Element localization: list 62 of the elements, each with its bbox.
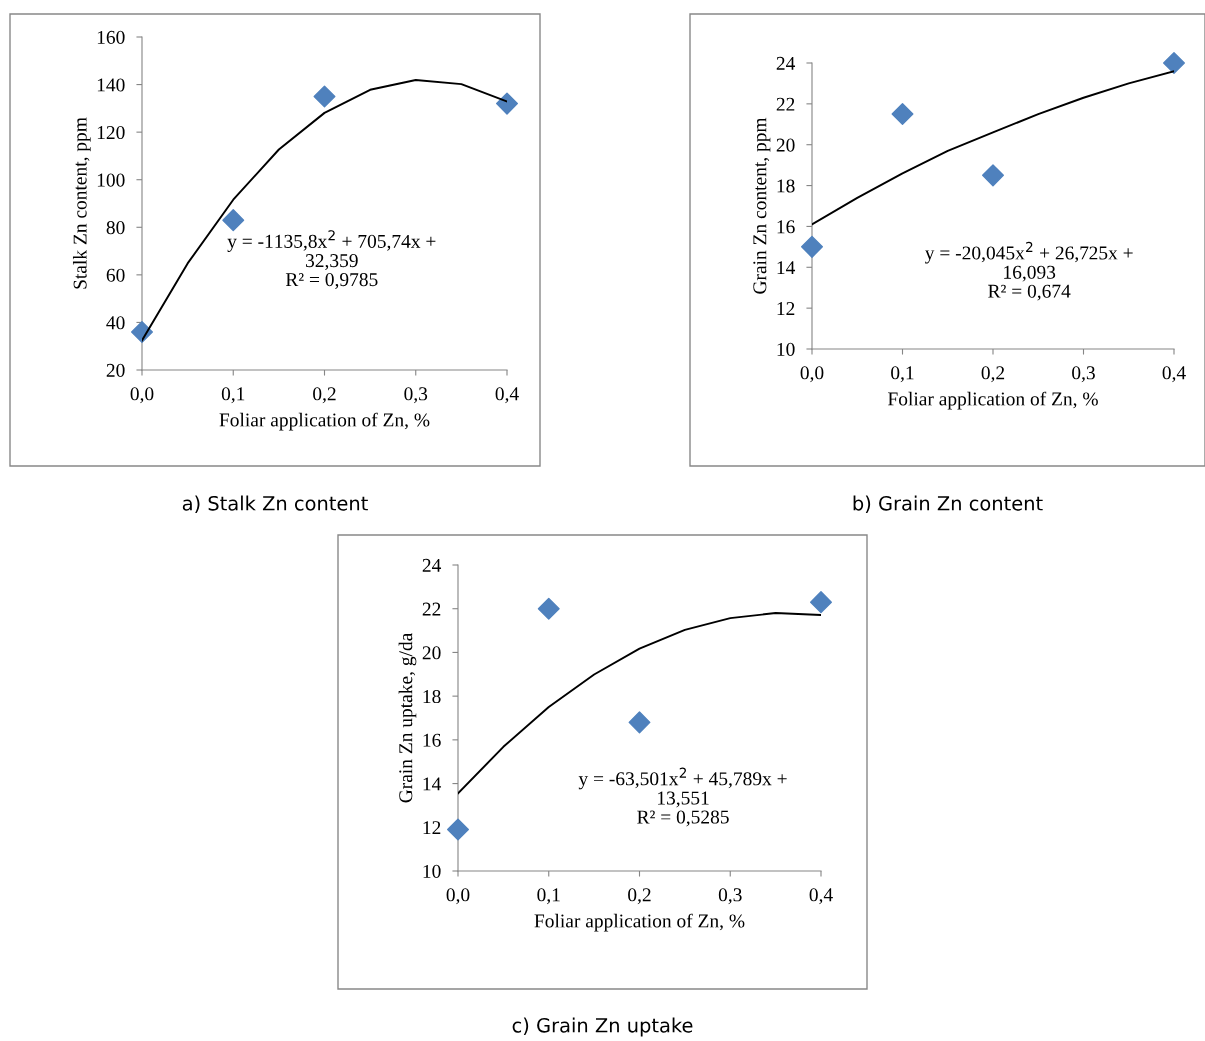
annotation: y = -1135,8x$^{2}$ + 705,74x + 32,359 R² = 0,9785 xyxy=(227,230,436,289)
point xyxy=(810,591,832,614)
x-axis-title: Foliar application of Zn, % xyxy=(887,391,1098,410)
point xyxy=(222,209,245,232)
x-tick-label: 0,0 xyxy=(130,387,154,404)
x-tick-label: 0,1 xyxy=(891,366,914,383)
annotation: y = -20,045x$^{2}$ + 26,725x + 16,093 R² = 0,674 xyxy=(925,241,1133,301)
point xyxy=(891,103,914,126)
text: b) Grain Zn content xyxy=(853,495,1043,513)
x-tick-label: 0,4 xyxy=(809,888,833,905)
y-tick-label: 120 xyxy=(97,125,125,140)
x-tick-label: 0,4 xyxy=(1162,366,1186,383)
y-tick-label: 20 xyxy=(776,138,795,152)
annotation: y = -63,501x$^{2}$ + 45,789x + 13,551 R² = 0,5285 xyxy=(578,767,787,827)
y-tick-label: 18 xyxy=(777,179,795,193)
point xyxy=(1163,52,1185,74)
y-tick-label: 20 xyxy=(106,363,125,377)
y-tick-label: 80 xyxy=(106,221,125,235)
x-tick-label: 0,0 xyxy=(446,888,470,905)
y-tick-label: 60 xyxy=(106,268,125,282)
y-tick-label: 160 xyxy=(97,30,125,44)
y-axis-title: Grain Zn content, ppm xyxy=(753,117,771,294)
y-tick-label: 140 xyxy=(97,78,125,92)
text: c) Grain Zn uptake xyxy=(512,1017,693,1037)
x-tick-label: 0,1 xyxy=(537,888,560,905)
y-tick-label: 16 xyxy=(423,733,441,747)
x-tick-label: 0,1 xyxy=(221,387,245,404)
y-tick-label: 12 xyxy=(423,821,441,835)
point xyxy=(447,818,469,841)
y-tick-label: 22 xyxy=(776,97,795,111)
point xyxy=(537,597,560,620)
point xyxy=(496,92,518,115)
y-tick-label: 10 xyxy=(423,864,441,878)
x-tick-label: 0,0 xyxy=(800,366,824,383)
point xyxy=(982,164,1004,187)
x-axis-title: Foliar application of Zn, % xyxy=(534,913,745,932)
x-tick-label: 0,3 xyxy=(718,888,742,905)
y-tick-label: 10 xyxy=(777,342,795,356)
point xyxy=(628,711,651,734)
text: a) Stalk Zn content xyxy=(182,495,368,513)
x-tick-label: 0,2 xyxy=(628,888,651,905)
y-tick-label: 18 xyxy=(423,689,441,704)
y-tick-label: 14 xyxy=(777,261,796,275)
x-tick-label: 0,2 xyxy=(981,366,1005,383)
y-tick-label: 16 xyxy=(777,220,795,234)
y-tick-label: 40 xyxy=(106,316,125,330)
x-axis-title: Foliar application of Zn, % xyxy=(219,412,430,431)
x-tick-label: 0,3 xyxy=(1072,366,1095,383)
y-tick-label: 24 xyxy=(776,56,796,70)
y-tick-label: 24 xyxy=(422,558,442,572)
y-tick-label: 12 xyxy=(777,302,795,315)
y-axis-title: Stalk Zn content, ppm xyxy=(72,117,91,289)
y-tick-label: 22 xyxy=(422,602,441,616)
y-axis-title: Grain Zn uptake, g/da xyxy=(398,632,417,803)
y-tick-label: 100 xyxy=(97,173,125,187)
y-tick-label: 14 xyxy=(423,777,442,791)
x-tick-label: 0,3 xyxy=(404,387,428,404)
x-tick-label: 0,4 xyxy=(495,387,519,404)
y-tick-label: 20 xyxy=(422,646,441,660)
point xyxy=(313,85,336,108)
x-tick-label: 0,2 xyxy=(313,387,336,404)
point xyxy=(801,235,823,258)
